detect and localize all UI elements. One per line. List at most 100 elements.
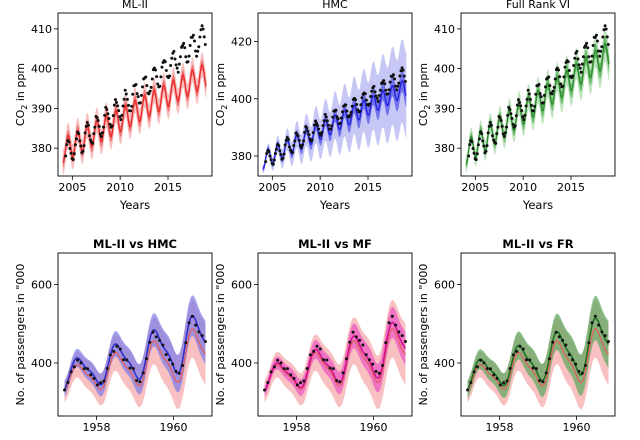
data-point xyxy=(95,383,99,387)
data-point xyxy=(196,49,200,53)
data-point xyxy=(499,118,503,122)
y-axis-label-rest: in ppm xyxy=(214,63,227,105)
data-point xyxy=(126,103,130,107)
data-point xyxy=(397,330,401,334)
data-point xyxy=(263,388,267,392)
data-point xyxy=(359,103,363,107)
data-point xyxy=(349,110,353,114)
data-point xyxy=(299,146,303,150)
x-tick-label: 2010 xyxy=(106,181,134,194)
data-point xyxy=(200,334,204,338)
data-point xyxy=(381,364,385,368)
x-axis-label: Years xyxy=(119,198,150,212)
data-point xyxy=(571,74,575,78)
data-point xyxy=(178,55,182,59)
data-point xyxy=(495,376,499,380)
data-point xyxy=(586,46,590,50)
axes-frame xyxy=(257,12,413,177)
axes-frame xyxy=(460,252,616,417)
data-point xyxy=(202,35,206,39)
y-tick-label: 400 xyxy=(231,357,252,370)
data-point xyxy=(567,68,571,72)
data-point xyxy=(89,373,93,377)
data-point xyxy=(105,108,109,112)
data-point xyxy=(112,349,116,353)
data-point xyxy=(78,139,82,143)
data-point xyxy=(184,55,188,59)
confidence-band-2 xyxy=(64,295,206,397)
data-point xyxy=(521,115,525,119)
y-axis-label-subscript: 2 xyxy=(423,105,432,110)
data-point xyxy=(502,381,506,385)
data-point xyxy=(134,83,138,87)
data-point xyxy=(100,131,104,135)
data-point xyxy=(149,85,153,89)
data-point xyxy=(195,54,199,58)
data-point xyxy=(102,125,106,129)
data-point xyxy=(82,367,86,371)
data-point xyxy=(321,124,325,128)
data-point xyxy=(358,109,362,113)
data-point xyxy=(372,84,376,88)
data-point xyxy=(470,140,474,144)
data-point xyxy=(323,112,327,116)
data-point xyxy=(160,65,164,69)
x-tick-label: 2015 xyxy=(154,181,182,194)
data-point xyxy=(553,77,557,81)
data-point xyxy=(505,125,509,129)
data-point xyxy=(306,129,310,133)
x-axis-label: Years xyxy=(319,438,350,440)
data-point xyxy=(286,137,290,141)
data-point xyxy=(96,118,100,122)
data-point xyxy=(557,335,561,339)
confidence-band-1 xyxy=(62,52,207,175)
y-axis-label-main: No. of passengers in "000 xyxy=(214,264,227,406)
data-point xyxy=(274,147,278,151)
data-point xyxy=(299,381,303,385)
data-point xyxy=(489,123,493,127)
data-point xyxy=(387,88,391,92)
data-point xyxy=(548,84,552,88)
data-point xyxy=(203,340,207,344)
data-point xyxy=(154,68,158,72)
data-point xyxy=(85,121,89,125)
data-point xyxy=(67,140,71,144)
data-point xyxy=(373,90,377,94)
data-point xyxy=(272,365,276,369)
axes-frame xyxy=(57,252,213,417)
data-point xyxy=(575,49,579,53)
data-point xyxy=(158,338,162,342)
data-point xyxy=(285,367,289,371)
data-point xyxy=(330,124,334,128)
data-point xyxy=(544,371,548,375)
data-point xyxy=(584,44,588,48)
data-point xyxy=(279,152,283,156)
series-line-mf xyxy=(263,321,407,392)
data-point xyxy=(128,366,132,370)
data-point xyxy=(508,367,512,371)
y-axis-label-rest: in ppm xyxy=(417,63,430,105)
data-point xyxy=(174,63,178,67)
series-line-ml-ii xyxy=(264,328,407,392)
data-point xyxy=(505,379,509,383)
data-point xyxy=(600,330,604,334)
data-point xyxy=(544,85,548,89)
data-point xyxy=(567,353,571,357)
y-tick-label: 600 xyxy=(231,278,252,291)
data-point xyxy=(532,109,536,113)
data-point xyxy=(174,369,178,373)
data-point xyxy=(266,381,270,385)
data-point xyxy=(311,131,315,135)
x-tick-label: 1960 xyxy=(160,421,188,434)
data-point xyxy=(528,358,532,362)
data-point xyxy=(488,121,492,125)
x-axis-label: Years xyxy=(522,198,553,212)
data-point xyxy=(318,347,322,351)
plot-area xyxy=(63,295,207,410)
data-point xyxy=(563,65,567,69)
axes-frame xyxy=(460,12,616,177)
y-tick-label: 400 xyxy=(31,63,52,76)
data-point xyxy=(192,39,196,43)
data-point xyxy=(273,152,277,156)
